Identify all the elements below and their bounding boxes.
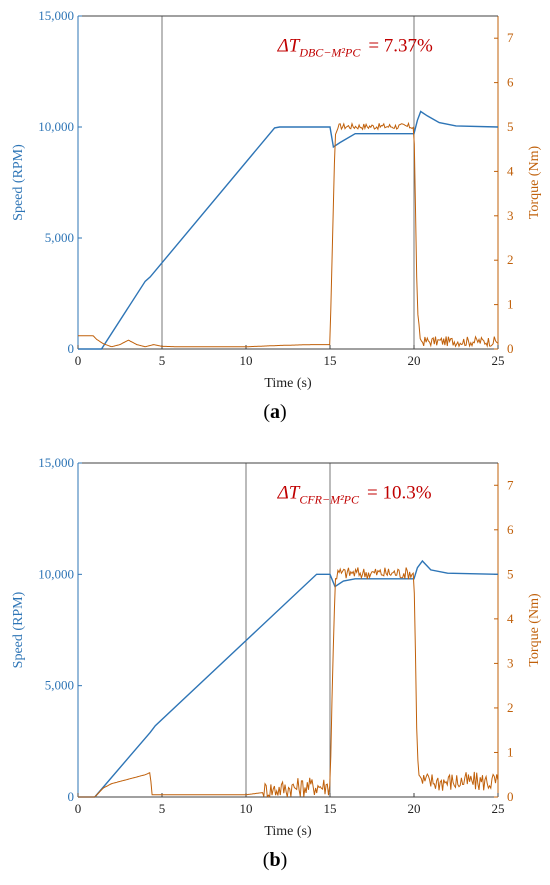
x-tick-label: 10 — [240, 353, 253, 368]
y-right-tick-label: 1 — [507, 297, 514, 312]
y-left-tick-label: 0 — [68, 341, 75, 356]
annotation-text: ΔTDBC−M²PC = 7.37% — [277, 36, 433, 60]
x-tick-label: 0 — [75, 353, 82, 368]
x-tick-label: 15 — [324, 353, 337, 368]
x-tick-label: 0 — [75, 801, 82, 816]
chart-panel-a: 0 5 10 15 20 2505,00010,00015,00001234567Time… — [11, 8, 542, 423]
x-axis-label: Time (s) — [264, 376, 312, 391]
y-right-tick-label: 6 — [507, 522, 514, 537]
x-tick-label: 25 — [492, 353, 505, 368]
chart-panel-b: 0 5 10 15 20 2505,00010,00015,00001234567Time… — [11, 455, 542, 871]
y-left-tick-label: 10,000 — [38, 119, 74, 134]
annotation-subscript: DBC−M²PC — [298, 46, 361, 60]
y-right-tick-label: 0 — [507, 789, 514, 804]
y-right-tick-label: 7 — [507, 30, 514, 45]
panel-label-open: ( — [263, 849, 270, 871]
x-axis-label: Time (s) — [264, 824, 312, 839]
panel-label-letter: a — [270, 401, 280, 423]
speed-series-line — [78, 110, 499, 350]
x-tick-label: 5 — [159, 801, 166, 816]
y-left-tick-label: 15,000 — [38, 455, 74, 470]
y-right-tick-label: 4 — [507, 611, 514, 626]
annotation-subscript: CFR−M²PC — [299, 493, 360, 507]
y-right-tick-label: 0 — [507, 341, 514, 356]
x-tick-label: 25 — [492, 801, 505, 816]
y-right-tick-label: 6 — [507, 75, 514, 90]
y-right-tick-label: 5 — [507, 119, 514, 134]
torque-series-line — [78, 121, 499, 348]
y-right-tick-label: 4 — [507, 163, 514, 178]
y-right-tick-label: 7 — [507, 477, 514, 492]
y-right-tick-label: 3 — [507, 208, 514, 223]
y-right-axis-label: Torque (Nm) — [527, 146, 542, 220]
panel-label-open: ( — [263, 401, 270, 423]
x-tick-label: 20 — [408, 801, 421, 816]
annotation-delta: ΔT — [277, 483, 301, 504]
panel-label: (a) — [263, 401, 286, 423]
panel-label-close: ) — [281, 849, 288, 871]
y-left-axis-label: Speed (RPM) — [11, 144, 26, 221]
y-left-axis-label: Speed (RPM) — [11, 591, 26, 668]
x-tick-label: 5 — [159, 353, 166, 368]
y-right-tick-label: 3 — [507, 655, 514, 670]
annotation-value: = 10.3% — [367, 483, 432, 504]
y-left-tick-label: 5,000 — [45, 678, 74, 693]
panel-label-letter: b — [269, 849, 280, 871]
x-tick-label: 10 — [240, 801, 253, 816]
torque-series-line — [78, 567, 499, 798]
y-right-tick-label: 5 — [507, 566, 514, 581]
annotation-delta: ΔT — [277, 36, 301, 57]
panel-label-close: ) — [280, 401, 287, 423]
annotation-value: = 7.37% — [368, 36, 433, 57]
y-left-tick-label: 15,000 — [38, 8, 74, 23]
y-right-tick-label: 1 — [507, 744, 514, 759]
x-tick-label: 20 — [408, 353, 421, 368]
y-right-axis-label: Torque (Nm) — [527, 593, 542, 667]
panel-label: (b) — [263, 849, 287, 871]
y-right-tick-label: 2 — [507, 700, 514, 715]
y-left-tick-label: 0 — [68, 789, 75, 804]
annotation-text: ΔTCFR−M²PC = 10.3% — [277, 483, 432, 507]
y-right-tick-label: 2 — [507, 252, 514, 267]
speed-series-line — [78, 559, 499, 798]
y-left-tick-label: 10,000 — [38, 566, 74, 581]
x-tick-label: 15 — [324, 801, 337, 816]
y-left-tick-label: 5,000 — [45, 230, 74, 245]
